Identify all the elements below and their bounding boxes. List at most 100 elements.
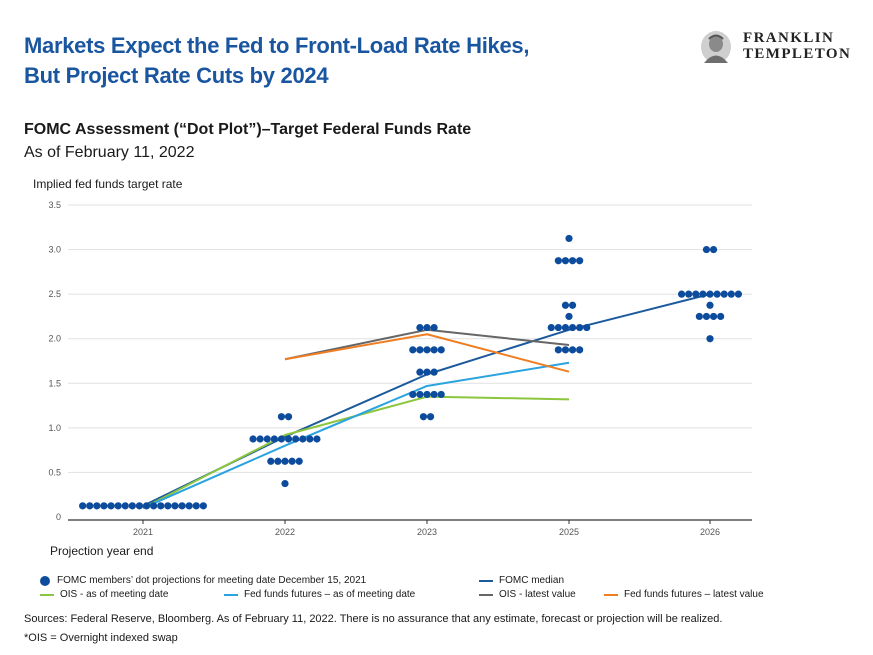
chart-headline: Markets Expect the Fed to Front-Load Rat… (24, 31, 624, 91)
legend-dots-label: FOMC members’ dot projections for meetin… (57, 575, 367, 586)
dot-projection (547, 323, 555, 332)
dot-projection (565, 234, 573, 243)
axes: 0 0.5 1.0 1.5 2.0 2.5 3.0 3.5 2021 2022 2023 2025 20… (48, 200, 752, 537)
dot-projection (561, 301, 570, 309)
dot-projection (93, 502, 101, 510)
dot-projection (419, 413, 428, 421)
dot-projection (678, 290, 686, 298)
dot-projection (702, 245, 711, 254)
dot-projection (409, 390, 417, 399)
dot-projection (699, 290, 707, 298)
dot-projection (171, 502, 179, 510)
dot-projection (554, 323, 562, 332)
dot-projection (79, 502, 87, 510)
y-tick-label: 1.0 (48, 423, 61, 433)
chart-subtitle: FOMC Assessment (“Dot Plot”)–Target Fede… (24, 121, 472, 138)
dot-projection (100, 502, 108, 510)
dot-projection (192, 502, 200, 510)
dot-projection (709, 312, 718, 321)
franklin-templeton-logo: FRANKLIN TEMPLETON (699, 30, 859, 64)
dot-projection (565, 312, 573, 321)
dot-projection (142, 502, 151, 510)
dot-projection (561, 257, 570, 265)
dot-projection (121, 502, 129, 510)
dot-projection (695, 312, 703, 321)
dot-projection (199, 502, 207, 510)
headline-line-2: But Project Rate Cuts by 2024 (24, 63, 329, 88)
dot-projection (270, 435, 278, 443)
legend-ois-meeting-swatch (40, 593, 54, 596)
legend-ff-futures-meeting-swatch (224, 593, 238, 596)
dot-projection (114, 502, 122, 510)
dot-projection (713, 290, 721, 298)
franklin-portrait-icon (701, 31, 731, 63)
legend-ff-futures-meeting-label: Fed funds futures – as of meeting date (244, 589, 416, 600)
logo-line-1: FRANKLIN (743, 30, 835, 46)
dot-projection (178, 502, 186, 510)
dot-projection (583, 323, 591, 332)
dot-projection (284, 435, 293, 443)
headline-line-1: Markets Expect the Fed to Front-Load Rat… (24, 33, 530, 58)
dot-projection (313, 435, 321, 443)
dot-projection (706, 301, 714, 309)
dot-projection (185, 502, 193, 510)
y-tick-label: 0 (56, 512, 61, 522)
x-tick-label: 2022 (275, 527, 295, 537)
y-tick-label: 2.0 (48, 334, 61, 344)
dot-projection (702, 312, 711, 321)
dot-projection (568, 323, 577, 332)
dot-projection (430, 390, 438, 399)
dot-projection (409, 346, 417, 354)
dot-projection (416, 390, 424, 399)
dot-projection (306, 435, 314, 443)
dot-projection (249, 435, 257, 443)
dot-projection (157, 502, 165, 510)
legend-dot-swatch (40, 575, 50, 586)
legend-ois-latest-label: OIS - latest value (499, 589, 576, 600)
legend-ff-futures-latest: Fed funds futures – latest value (604, 589, 764, 600)
x-tick-label: 2026 (700, 527, 720, 537)
dot-projection (717, 312, 725, 321)
dot-projection (430, 368, 438, 376)
dot-projection (416, 323, 424, 332)
dot-projection (554, 257, 562, 265)
dot-projection (430, 346, 438, 354)
dot-projection (685, 290, 693, 298)
series-line-4 (284, 333, 570, 373)
dot-projection (426, 413, 435, 421)
dot-projection (284, 413, 293, 421)
dot-projection (706, 335, 714, 343)
dot-projection (561, 346, 570, 354)
legend-ff-futures-latest-swatch (604, 593, 618, 596)
legend-ois-latest: OIS - latest value (479, 589, 576, 600)
dot-projection (292, 435, 300, 443)
dot-projection (416, 346, 424, 354)
x-tick-label: 2025 (559, 527, 579, 537)
dot-projection (561, 323, 570, 332)
legend-fomc-median-label: FOMC median (499, 575, 565, 586)
as-of-date: As of February 11, 2022 (24, 144, 195, 161)
dot-projection (576, 346, 584, 354)
y-axis-label: Implied fed funds target rate (33, 177, 183, 191)
y-tick-label: 0.5 (48, 467, 61, 477)
legend-fomc-median: FOMC median (479, 575, 564, 586)
dot-projections (79, 234, 743, 510)
dot-projection (107, 502, 115, 510)
dot-projection (568, 301, 577, 309)
dot-projection (423, 390, 431, 399)
dot-projection (576, 257, 584, 265)
dot-projection (554, 346, 562, 354)
dot-projection (256, 435, 264, 443)
dot-projection (568, 257, 577, 265)
y-tick-label: 2.5 (48, 289, 61, 299)
dot-projection (430, 323, 438, 332)
footnote: *OIS = Overnight indexed swap (24, 632, 178, 644)
dot-projection (423, 346, 431, 354)
dot-projection (299, 435, 307, 443)
y-tick-label: 1.5 (48, 378, 61, 388)
y-tick-label: 3.5 (48, 200, 61, 210)
dot-projection (263, 435, 271, 443)
legend-ois-meeting-label: OIS - as of meeting date (60, 589, 169, 600)
dot-projection (274, 457, 282, 465)
